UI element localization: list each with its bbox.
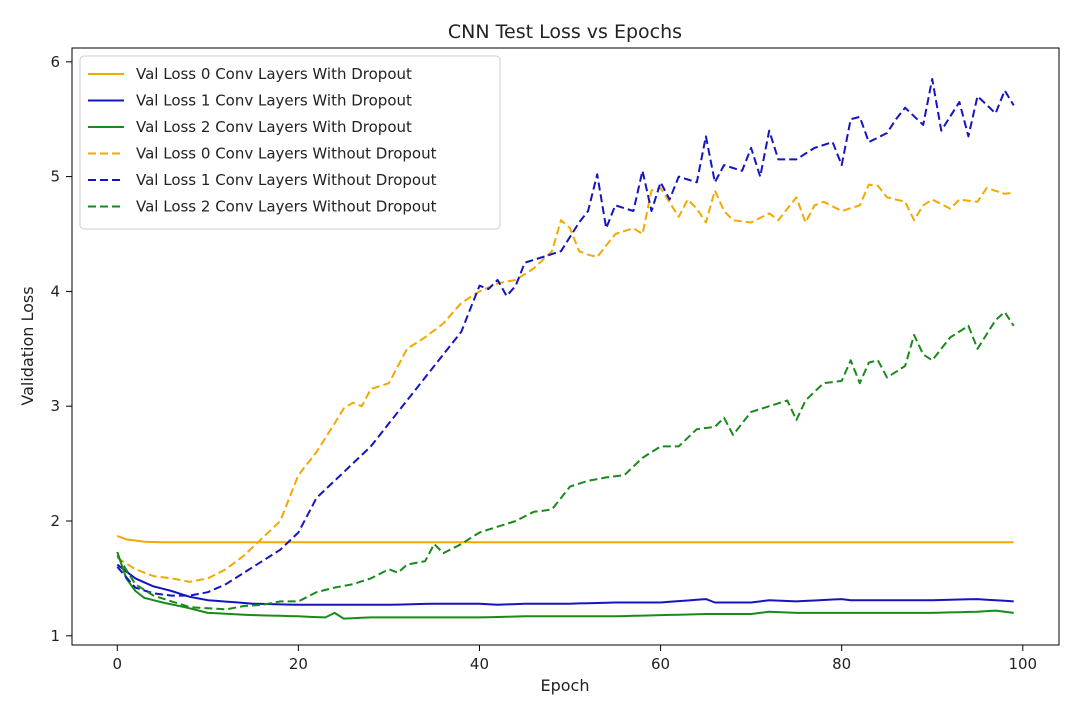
legend-entry-4: Val Loss 0 Conv Layers Without Dropout [136, 145, 437, 163]
x-axis: 0 20 40 60 80 100 [113, 645, 1037, 673]
series-line-6 [116, 311, 1015, 611]
legend-entry-2: Val Loss 1 Conv Layers With Dropout [136, 92, 412, 110]
y-tick-label: 4 [50, 282, 60, 300]
series-line-2 [116, 563, 1014, 606]
x-axis-label: Epoch [541, 676, 590, 695]
legend: Val Loss 0 Conv Layers With Dropout Val L… [79, 55, 501, 230]
plot-frame [71, 47, 1060, 646]
series-line-1 [116, 534, 1014, 544]
y-tick-label: 3 [50, 397, 60, 415]
legend-entry-5: Val Loss 1 Conv Layers Without Dropout [136, 171, 437, 189]
series-line-4 [116, 183, 1014, 583]
y-axis-label: Validation Loss [18, 286, 37, 405]
y-tick-label: 1 [50, 627, 60, 645]
legend-entry-1: Val Loss 0 Conv Layers With Dropout [136, 65, 412, 83]
y-tick-label: 5 [50, 168, 60, 186]
plot-area [116, 78, 1015, 620]
y-tick-label: 6 [50, 53, 60, 71]
x-tick-label: 60 [651, 655, 670, 673]
series-line-5 [116, 78, 1015, 597]
x-tick-label: 80 [832, 655, 851, 673]
series-line-3 [116, 551, 1014, 620]
legend-box [79, 55, 501, 230]
chart-title: CNN Test Loss vs Epochs [448, 21, 682, 43]
legend-entry-3: Val Loss 2 Conv Layers With Dropout [136, 118, 412, 136]
legend-entry-6: Val Loss 2 Conv Layers Without Dropout [136, 198, 437, 216]
x-tick-label: 0 [113, 655, 123, 673]
y-tick-label: 2 [50, 512, 60, 530]
x-tick-label: 40 [470, 655, 489, 673]
y-axis: 1 2 3 4 5 6 [50, 53, 72, 645]
x-tick-label: 100 [1008, 655, 1037, 673]
x-tick-label: 20 [289, 655, 308, 673]
